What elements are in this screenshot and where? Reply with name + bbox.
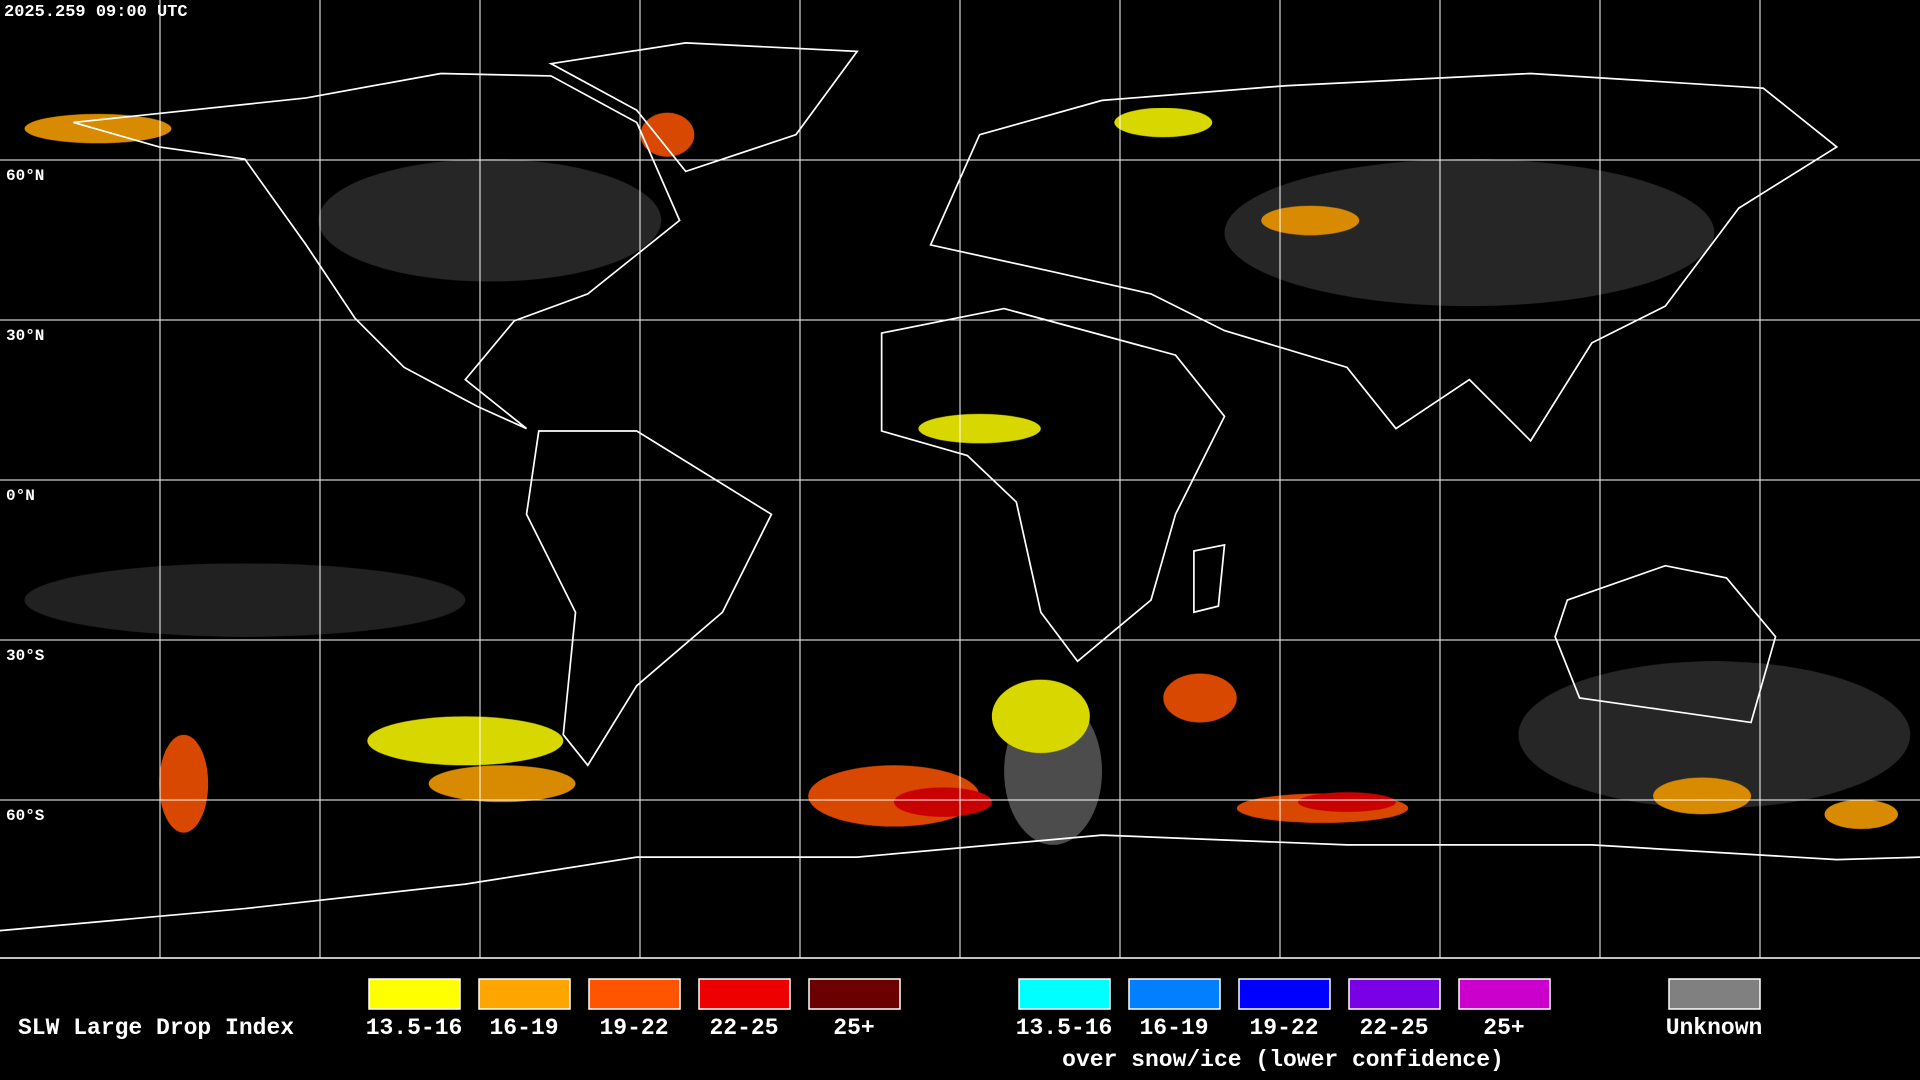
- legend-swatch: [1668, 978, 1761, 1010]
- cloud-region: [1224, 159, 1715, 307]
- cloud-region: [1261, 205, 1360, 236]
- legend-swatch: [588, 978, 681, 1010]
- cloud-region: [640, 112, 695, 157]
- cloud-region: [367, 716, 564, 766]
- cloud-regions: [24, 107, 1911, 845]
- coastline: [1554, 564, 1777, 724]
- latitude-label: 60°S: [6, 807, 45, 825]
- coastline: [525, 430, 773, 767]
- cloud-region: [991, 679, 1090, 754]
- coastline: [1193, 543, 1226, 614]
- legend-label: 19-22: [1249, 1015, 1318, 1041]
- coastlines: [0, 41, 1920, 932]
- coastline: [929, 72, 1839, 443]
- cloud-region: [1824, 799, 1898, 829]
- legend: SLW Large Drop Index over snow/ice (lowe…: [18, 978, 1763, 1073]
- legend-swatch: [478, 978, 571, 1010]
- coastline: [0, 834, 1920, 932]
- latitude-label: 30°S: [6, 647, 45, 665]
- cloud-region: [893, 787, 992, 817]
- timestamp: 2025.259 09:00 UTC: [4, 3, 188, 22]
- cloud-region: [1114, 107, 1213, 138]
- latitude-label: 0°N: [6, 487, 35, 505]
- legend-swatch: [368, 978, 461, 1010]
- legend-label: 13.5-16: [366, 1015, 463, 1041]
- coastline: [73, 72, 681, 430]
- cloud-region: [318, 159, 662, 282]
- coastline: [880, 307, 1226, 663]
- map-area: [0, 41, 1920, 932]
- cloud-region: [159, 734, 209, 833]
- coastline: [548, 41, 859, 173]
- legend-swatch: [1238, 978, 1331, 1010]
- legend-label: 19-22: [599, 1015, 668, 1041]
- map-content: [0, 41, 1920, 932]
- cloud-region: [918, 413, 1041, 444]
- latitude-labels: 60°N 30°N 0°N 30°S 60°S: [6, 167, 45, 825]
- cloud-region: [1653, 777, 1752, 815]
- legend-label: Unknown: [1666, 1015, 1763, 1041]
- legend-note: over snow/ice (lower confidence): [1062, 1047, 1504, 1073]
- legend-label: 13.5-16: [1016, 1015, 1113, 1041]
- cloud-region: [1297, 792, 1396, 812]
- legend-swatch: [1458, 978, 1551, 1010]
- legend-label: 16-19: [1139, 1015, 1208, 1041]
- legend-swatch: [1348, 978, 1441, 1010]
- legend-swatch: [698, 978, 791, 1010]
- legend-swatch: [1018, 978, 1111, 1010]
- legend-swatch: [808, 978, 901, 1010]
- cloud-region: [428, 765, 576, 803]
- legend-title: SLW Large Drop Index: [18, 1015, 294, 1041]
- latitude-label: 60°N: [6, 167, 44, 185]
- graticule: [0, 0, 1920, 959]
- legend-label: 22-25: [1359, 1015, 1428, 1041]
- legend-swatch: [1128, 978, 1221, 1010]
- legend-label: 25+: [1483, 1015, 1524, 1041]
- legend-label: 25+: [833, 1015, 874, 1041]
- latitude-label: 30°N: [6, 327, 44, 345]
- cloud-region: [1163, 673, 1237, 723]
- cloud-region: [1518, 661, 1911, 809]
- legend-label: 16-19: [489, 1015, 558, 1041]
- cloud-region: [24, 563, 466, 637]
- legend-label: 22-25: [709, 1015, 778, 1041]
